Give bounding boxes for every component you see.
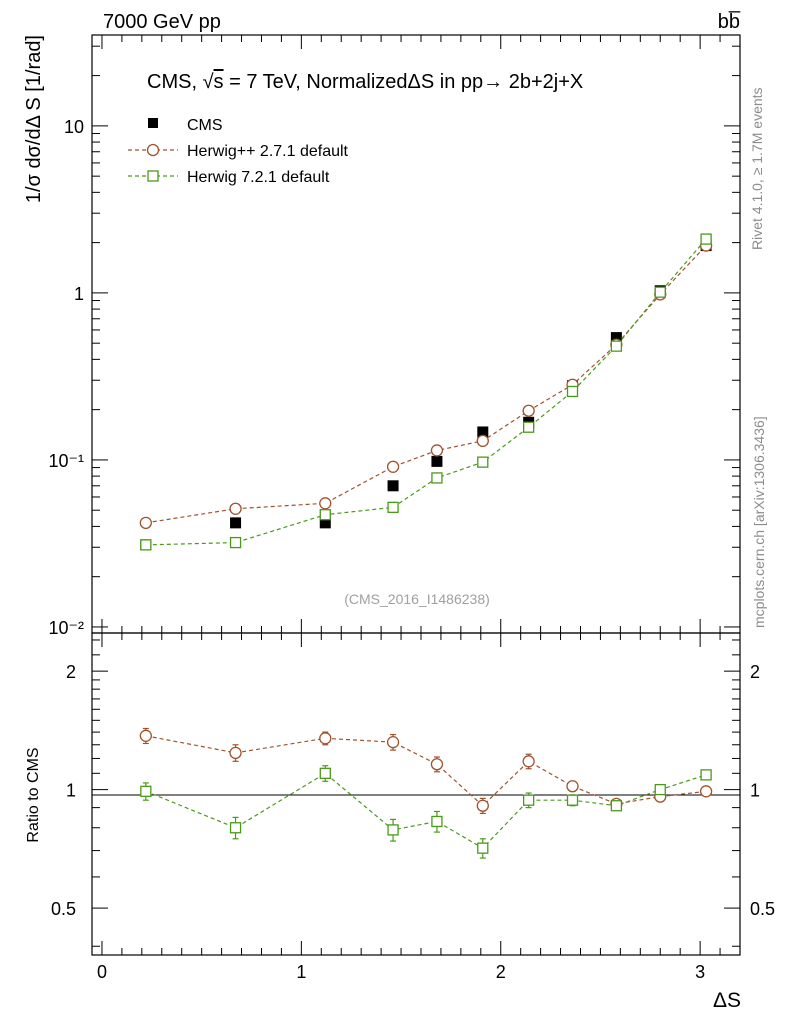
y-tick-label: 1 bbox=[74, 284, 84, 304]
point-cms bbox=[431, 455, 443, 467]
ratio-point-herwig7 bbox=[319, 767, 331, 779]
legend-marker-herwigpp bbox=[146, 143, 160, 157]
point-herwigpp bbox=[430, 444, 444, 457]
ratio-y-tick-label-right: 1 bbox=[750, 781, 760, 801]
ratio-point-herwigpp bbox=[229, 746, 242, 759]
mcplots-label: mcplots.cern.ch [arXiv:1306.3436] bbox=[751, 416, 767, 628]
x-axis-label: ΔS bbox=[713, 989, 741, 1012]
ratio-point-herwig7 bbox=[387, 824, 399, 836]
point-herwig7 bbox=[477, 456, 489, 468]
ratio-point-herwigpp bbox=[476, 799, 489, 812]
point-herwigpp bbox=[229, 502, 242, 515]
legend-marker-cms bbox=[148, 118, 158, 128]
ratio-y-tick-label: 2 bbox=[66, 662, 76, 682]
ratio-point-herwig7 bbox=[654, 783, 666, 796]
ratio-line-herwig7 bbox=[145, 772, 707, 849]
point-herwig7 bbox=[654, 286, 666, 298]
point-cms bbox=[387, 480, 399, 492]
point-cms bbox=[477, 426, 489, 438]
ratio-point-herwigpp bbox=[319, 732, 332, 745]
point-herwigpp bbox=[139, 516, 152, 530]
point-herwigpp bbox=[522, 404, 535, 417]
series-line-herwig7 bbox=[145, 238, 707, 546]
point-herwigpp bbox=[386, 460, 400, 473]
analysis-watermark: (CMS_2016_I1486238) bbox=[344, 591, 490, 607]
ratio-point-herwigpp bbox=[139, 729, 152, 742]
x-tick-label: 1 bbox=[296, 962, 306, 982]
legend-label-herwigpp: Herwig++ 2.7.1 default bbox=[187, 143, 349, 160]
ratio-y-axis-label: Ratio to CMS bbox=[25, 747, 42, 842]
legend-label-herwig7: Herwig 7.2.1 default bbox=[187, 169, 330, 186]
point-herwig7 bbox=[431, 472, 443, 484]
y-tick-label: 10⁻¹ bbox=[48, 451, 84, 471]
energy-label: 7000 GeV pp bbox=[103, 11, 221, 33]
point-herwig7 bbox=[140, 539, 152, 551]
ratio-point-herwigpp bbox=[522, 755, 535, 768]
ratio-y-tick-label-right: 2 bbox=[750, 662, 760, 682]
point-herwig7 bbox=[523, 421, 535, 433]
point-herwigpp bbox=[319, 497, 332, 510]
x-tick-label: 2 bbox=[496, 962, 506, 982]
legend-label-cms: CMS bbox=[187, 117, 223, 134]
legend-marker-herwig7 bbox=[147, 170, 159, 182]
ratio-point-herwigpp bbox=[699, 785, 713, 798]
point-herwigpp bbox=[476, 434, 489, 448]
ratio-y-tick-label: 0.5 bbox=[51, 899, 76, 919]
ratio-point-herwig7 bbox=[610, 800, 623, 812]
x-tick-label: 0 bbox=[97, 962, 107, 982]
ratio-point-herwigpp bbox=[430, 758, 444, 771]
ratio-point-herwig7 bbox=[700, 769, 712, 781]
ratio-point-herwig7 bbox=[431, 815, 443, 828]
point-herwig7 bbox=[700, 233, 712, 245]
ratio-point-herwig7 bbox=[477, 842, 489, 854]
y-axis-label: 1/σ dσ/dΔ S [1/rad] bbox=[23, 35, 45, 203]
legend: CMS Herwig++ 2.7.1 default Herwig 7.2.1 … bbox=[128, 117, 349, 186]
ratio-point-herwig7 bbox=[229, 822, 242, 834]
ratio-point-herwig7 bbox=[523, 794, 535, 806]
ratio-point-herwigpp bbox=[566, 780, 579, 793]
plot-title: CMS, √s = 7 TeV, NormalizedΔS in pp→ 2b+… bbox=[147, 71, 583, 93]
point-herwig7 bbox=[387, 501, 399, 514]
ratio-point-herwig7 bbox=[140, 785, 152, 797]
y-tick-label: 10⁻² bbox=[48, 618, 84, 638]
point-herwig7 bbox=[566, 385, 579, 398]
point-cms bbox=[610, 332, 622, 344]
point-cms bbox=[319, 517, 331, 529]
x-tick-label: 3 bbox=[695, 962, 705, 982]
ratio-point-herwig7 bbox=[566, 794, 579, 806]
point-herwig7 bbox=[229, 536, 242, 549]
point-herwig7 bbox=[610, 340, 623, 352]
series-line-herwigpp bbox=[145, 245, 707, 524]
ratio-plot-frame bbox=[91, 632, 741, 956]
y-tick-label: 10 bbox=[64, 117, 84, 137]
ratio-y-tick-label: 1 bbox=[66, 781, 76, 801]
point-herwig7 bbox=[319, 509, 331, 521]
process-label: bb̅ bbox=[718, 10, 741, 33]
ratio-y-tick-label-right: 0.5 bbox=[750, 899, 775, 919]
point-cms bbox=[230, 517, 242, 529]
rivet-label: Rivet 4.1.0, ≥ 1.7M events bbox=[749, 87, 765, 250]
ratio-point-herwigpp bbox=[386, 736, 400, 749]
